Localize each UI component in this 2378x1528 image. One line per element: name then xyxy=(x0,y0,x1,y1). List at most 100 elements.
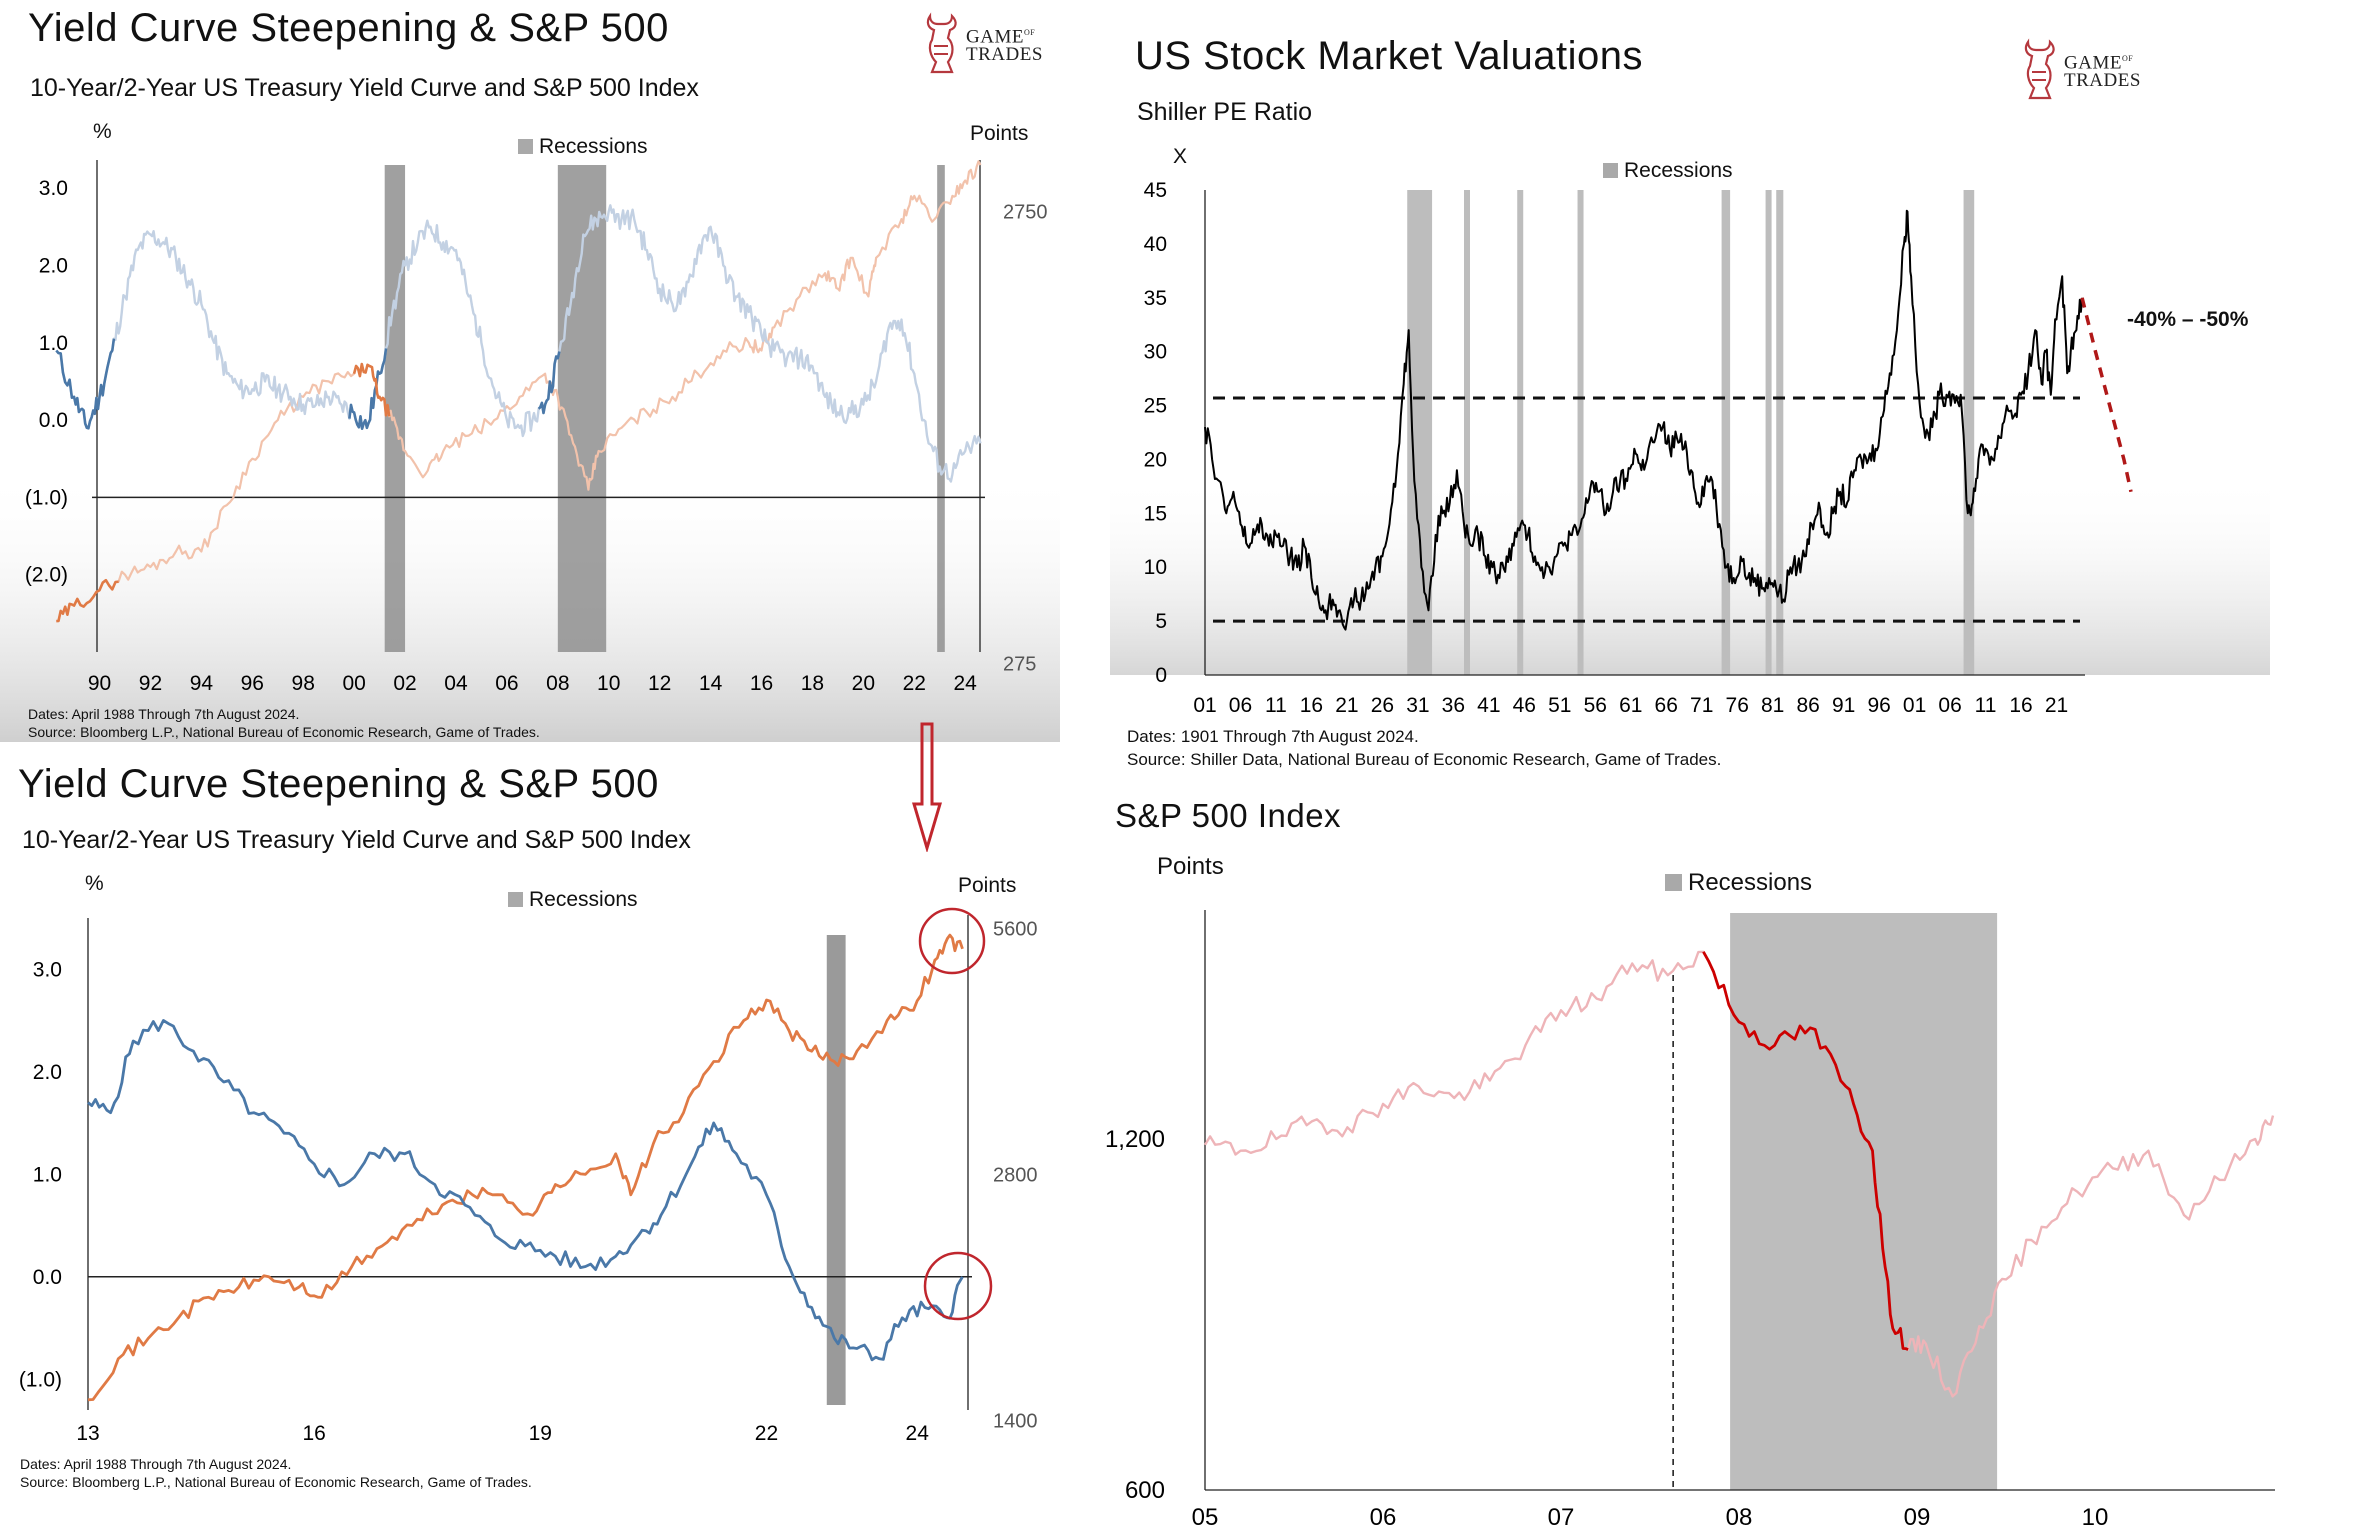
chart-panel-yield-long: 3.0 2.0 1.0 0.0 (1.0) (2.0) 2750 275 90 92 94 96 98 0… xyxy=(0,0,1060,742)
legend-label: Recessions xyxy=(1624,159,1733,182)
x-tick-label: 94 xyxy=(190,672,214,695)
down-arrow-icon xyxy=(912,722,942,852)
recession-band xyxy=(1517,190,1524,675)
sp500-highlight-segment xyxy=(56,578,119,623)
chart-panel-yield-recent: 3.0 2.0 1.0 0.0 (1.0) 5600 2800 1400 13 16 19 22 24 … xyxy=(0,750,1060,1528)
x-tick-label: 16 xyxy=(302,1422,325,1445)
y-tick-label: 1,200 xyxy=(1105,1126,1165,1153)
yield-long-chart: 3.0 2.0 1.0 0.0 (1.0) (2.0) 2750 275 90 92 94 96 98 0… xyxy=(0,160,1060,742)
y-tick-label: 45 xyxy=(1144,179,1167,202)
recession-band xyxy=(937,165,945,652)
x-tick-label: 61 xyxy=(1619,694,1642,717)
highlight-circle-yield xyxy=(923,1251,993,1321)
recession-band xyxy=(1963,190,1975,675)
y-tick-label: 30 xyxy=(1144,341,1167,364)
legend-swatch xyxy=(1665,874,1682,891)
x-tick-label: 04 xyxy=(444,672,468,695)
x-tick-label: 22 xyxy=(755,1422,778,1445)
y-tick-label: 2.0 xyxy=(33,1061,62,1084)
x-tick-label: 24 xyxy=(906,1422,930,1445)
x-tick-label: 01 xyxy=(1193,694,1216,717)
recession-band xyxy=(1464,190,1471,675)
y-tick-label: 40 xyxy=(1144,233,1167,256)
legend-swatch xyxy=(1603,163,1618,178)
shiller-pe-chart: 0 5 10 15 20 25 30 35 40 45 01 06 11 16 21 26 31 36 41 46 51… xyxy=(1110,179,2270,717)
bottom-fade xyxy=(0,470,1060,742)
y-tick-label: 10 xyxy=(1144,556,1167,579)
highlight-circle-sp500 xyxy=(918,907,986,975)
x-tick-label: 06 xyxy=(1229,694,1252,717)
bottom-fade xyxy=(1110,475,2270,675)
sp500-highlight-segment xyxy=(1702,951,1909,1351)
y-left-unit: % xyxy=(85,872,104,895)
legend-swatch xyxy=(518,139,533,154)
sp500-highlight-segment xyxy=(352,362,391,417)
x-tick-label: 18 xyxy=(801,672,824,695)
yield-curve-line xyxy=(55,204,982,483)
y-right-unit: Points xyxy=(958,874,1017,897)
x-tick-label: 11 xyxy=(1265,694,1287,717)
y-tick-label: 1.0 xyxy=(33,1163,62,1186)
x-tick-label: 86 xyxy=(1796,694,1819,717)
x-tick-label: 41 xyxy=(1477,694,1500,717)
y-tick-label: 2.0 xyxy=(39,254,68,277)
x-tick-label: 10 xyxy=(2082,1504,2109,1528)
x-tick-label: 16 xyxy=(1300,694,1323,717)
legend-label: Recessions xyxy=(1688,869,1813,896)
x-tick-label: 02 xyxy=(393,672,416,695)
chart-title: S&P 500 Index xyxy=(1115,797,1342,834)
projection-label: -40% – -50% xyxy=(2127,308,2249,331)
x-tick-label: 46 xyxy=(1513,694,1536,717)
sp500-gfc-chart: 600 1,200 05 06 07 08 09 10 xyxy=(1105,910,2275,1528)
y-right-unit: Points xyxy=(970,122,1029,145)
chart-panel-sp500-gfc: 600 1,200 05 06 07 08 09 10 S&P 500 Index Point… xyxy=(1105,785,2378,1528)
yield-highlight-segment xyxy=(537,351,561,415)
x-tick-label: 76 xyxy=(1726,694,1749,717)
x-tick-label: 66 xyxy=(1655,694,1678,717)
x-tick-label: 71 xyxy=(1690,694,1713,717)
chart-title: Yield Curve Steepening & S&P 500 xyxy=(18,762,659,806)
sp500-line xyxy=(87,933,964,1402)
x-tick-label: 13 xyxy=(76,1422,99,1445)
y-tick-label: 5 xyxy=(1155,610,1167,633)
x-tick-label: 92 xyxy=(139,672,162,695)
legend-recessions: Recessions xyxy=(1665,869,1812,897)
x-tick-label: 01 xyxy=(1903,694,1926,717)
legend-swatch xyxy=(508,892,523,907)
x-tick-label: 06 xyxy=(1370,1504,1397,1528)
x-tick-label: 08 xyxy=(546,672,569,695)
footnote: Dates: April 1988 Through 7th August 202… xyxy=(20,1456,532,1490)
legend-label: Recessions xyxy=(539,135,648,158)
chart-panel-shiller-pe: 0 5 10 15 20 25 30 35 40 45 01 06 11 16 21 26 31 36 41 46 51… xyxy=(1105,0,2270,775)
y-tick-label: 3.0 xyxy=(33,958,62,981)
x-tick-label: 20 xyxy=(852,672,875,695)
chart-subtitle: Shiller PE Ratio xyxy=(1137,98,1313,126)
y-tick-label: 25 xyxy=(1144,395,1167,418)
chart-title: Yield Curve Steepening & S&P 500 xyxy=(28,6,669,50)
recession-band xyxy=(384,165,406,652)
y-left-unit: % xyxy=(93,120,112,143)
x-tick-label: 11 xyxy=(1975,694,1997,717)
x-tick-label: 14 xyxy=(699,672,723,695)
x-tick-label: 96 xyxy=(241,672,264,695)
bull-icon xyxy=(926,12,957,74)
x-tick-label: 00 xyxy=(342,672,365,695)
x-tick-label: 05 xyxy=(1192,1504,1219,1528)
y-right-tick-label: 1400 xyxy=(993,1410,1038,1432)
chart-title: US Stock Market Valuations xyxy=(1135,34,1644,78)
y-tick-label: (1.0) xyxy=(25,486,68,509)
x-tick-label: 22 xyxy=(903,672,926,695)
projection-line xyxy=(2080,297,2133,493)
x-tick-label: 91 xyxy=(1832,694,1855,717)
x-tick-label: 06 xyxy=(1938,694,1961,717)
y-tick-label: 600 xyxy=(1125,1477,1165,1504)
x-tick-label: 16 xyxy=(750,672,773,695)
footnote: Dates: April 1988 Through 7th August 202… xyxy=(28,706,540,740)
x-tick-label: 21 xyxy=(2045,694,2068,717)
x-tick-label: 07 xyxy=(1548,1504,1575,1528)
y-unit: X xyxy=(1173,145,1188,168)
y-tick-label: 35 xyxy=(1144,287,1167,310)
yield-recent-chart: 3.0 2.0 1.0 0.0 (1.0) 5600 2800 1400 13 16 19 22 24 xyxy=(19,907,1038,1445)
x-tick-label: 06 xyxy=(495,672,518,695)
y-tick-label: 0.0 xyxy=(33,1266,62,1289)
